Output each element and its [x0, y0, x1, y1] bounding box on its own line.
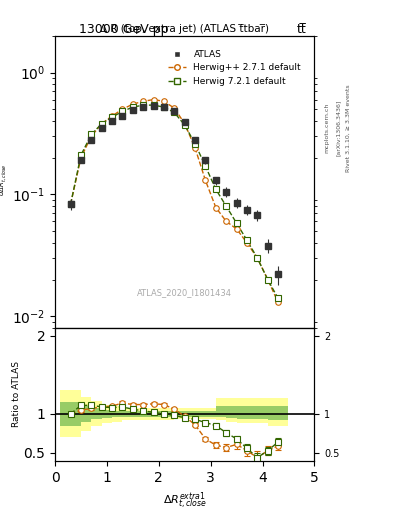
Text: 13000 GeV pp: 13000 GeV pp — [79, 23, 168, 36]
Text: tt̅: tt̅ — [297, 23, 307, 36]
Legend: ATLAS, Herwig++ 2.7.1 default, Herwig 7.2.1 default: ATLAS, Herwig++ 2.7.1 default, Herwig 7.… — [165, 46, 305, 90]
Title: Δ R (top, extra jet) (ATLAS t̅tbar̅): Δ R (top, extra jet) (ATLAS t̅tbar̅) — [100, 24, 269, 34]
Y-axis label: $\frac{1}{\sigma}\frac{d\sigma}{d\Delta R^{min}_{t,close}}$: $\frac{1}{\sigma}\frac{d\sigma}{d\Delta … — [0, 163, 9, 201]
X-axis label: $\Delta R^{extra1}_{t,close}$: $\Delta R^{extra1}_{t,close}$ — [163, 490, 207, 511]
Text: [arXiv:1306.3436]: [arXiv:1306.3436] — [336, 100, 341, 156]
Text: Rivet 3.1.10, ≥ 3.3M events: Rivet 3.1.10, ≥ 3.3M events — [346, 84, 351, 172]
Text: mcplots.cern.ch: mcplots.cern.ch — [324, 103, 329, 153]
Y-axis label: Ratio to ATLAS: Ratio to ATLAS — [12, 361, 21, 428]
Text: ATLAS_2020_I1801434: ATLAS_2020_I1801434 — [137, 288, 232, 297]
